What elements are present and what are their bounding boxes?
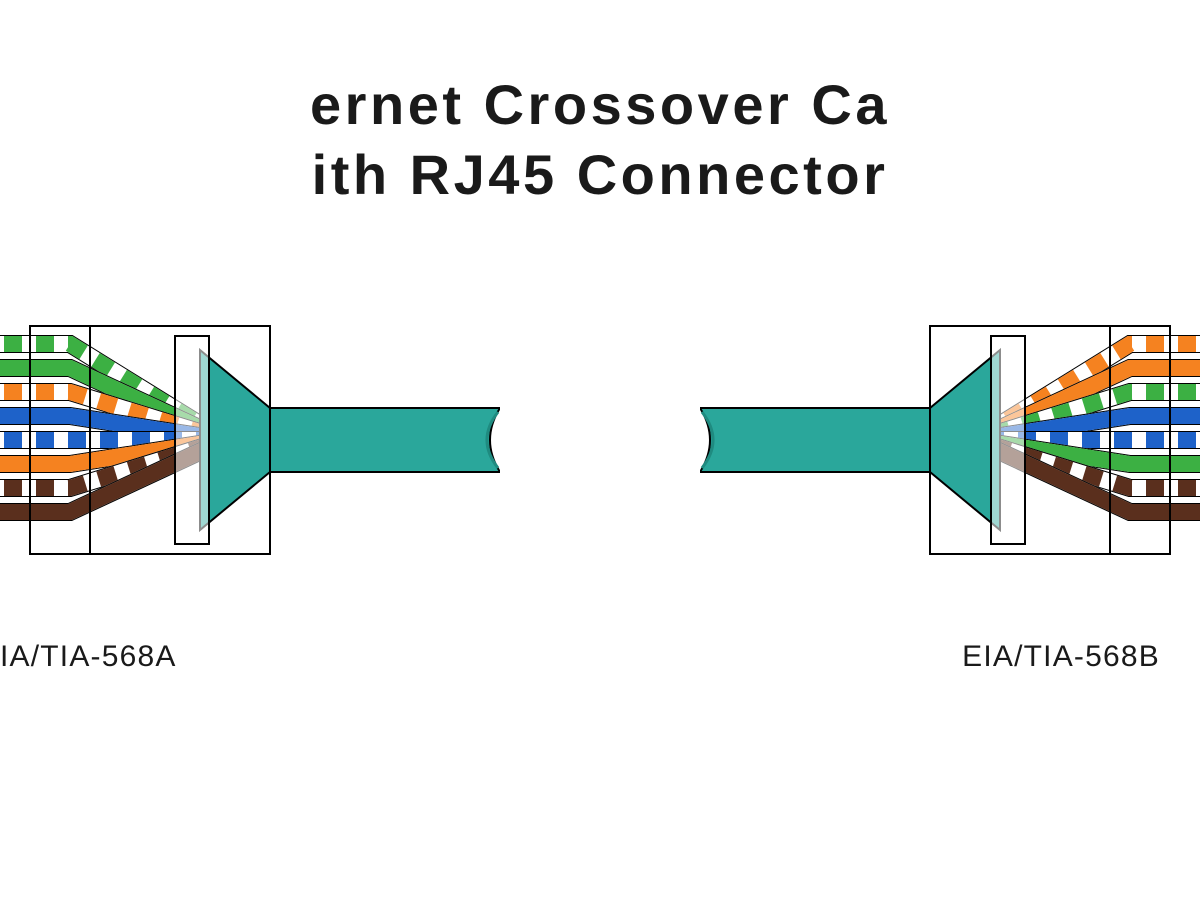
diagram-area: IA/TIA-568A EIA/TIA-568B	[0, 210, 1200, 730]
standard-label-568a: IA/TIA-568A	[0, 640, 177, 674]
connector-568b	[700, 290, 1200, 595]
connector-568a-svg	[0, 290, 500, 590]
standard-label-568b: EIA/TIA-568B	[962, 640, 1160, 674]
connector-568b-svg	[700, 290, 1200, 590]
title-line-2: ith RJ45 Connector	[0, 140, 1200, 210]
connector-568a	[0, 290, 500, 595]
diagram-title: ernet Crossover Ca ith RJ45 Connector	[0, 0, 1200, 210]
title-line-1: ernet Crossover Ca	[0, 70, 1200, 140]
